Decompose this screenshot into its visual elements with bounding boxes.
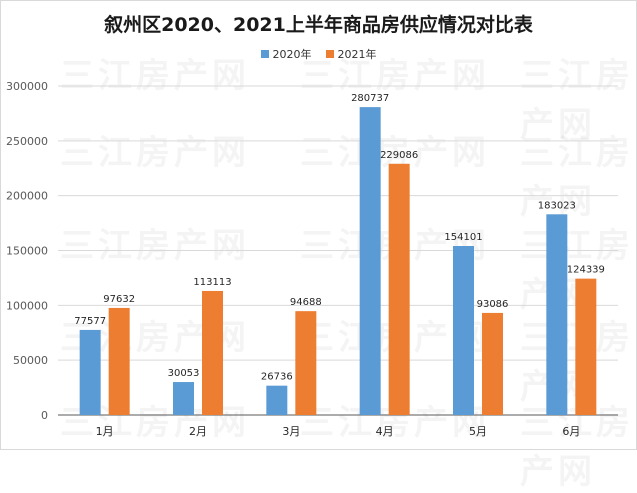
- data-label: 94688: [290, 297, 322, 308]
- bar-2020: [173, 382, 194, 415]
- y-tick-label: 200000: [6, 190, 48, 203]
- y-tick-label: 100000: [6, 299, 48, 312]
- data-label: 30053: [168, 368, 200, 379]
- bar-2020: [359, 107, 381, 415]
- legend-swatch-2020: [260, 50, 269, 58]
- data-label: 124339: [567, 265, 605, 276]
- y-tick-label: 300000: [6, 80, 48, 93]
- x-tick-label: 6月: [562, 425, 580, 438]
- data-label: 183023: [538, 200, 576, 211]
- bar-2021: [108, 307, 130, 415]
- y-tick-label: 50000: [13, 354, 48, 367]
- bar-2021: [575, 278, 597, 415]
- bar-chart: 0 50000 100000 150000 200000 250000 300000 7757…: [6, 80, 618, 438]
- legend-label-2021: 2021年: [337, 48, 377, 61]
- bar-2020: [546, 214, 568, 415]
- data-label: 154101: [444, 232, 482, 243]
- data-label: 229086: [380, 150, 418, 161]
- x-tick-label: 1月: [96, 425, 114, 438]
- chart-frame: [0, 0, 637, 450]
- legend-item-2021: 2021年: [325, 46, 377, 62]
- bar-2021: [388, 163, 410, 415]
- data-label: 113113: [193, 277, 231, 288]
- data-label: 93086: [477, 299, 509, 310]
- y-tick-label: 0: [41, 409, 48, 422]
- bar-2021: [295, 311, 317, 415]
- bar-2020: [79, 329, 101, 415]
- x-tick-label: 4月: [376, 425, 394, 438]
- x-tick-label: 3月: [282, 425, 300, 438]
- data-label: 77577: [74, 316, 106, 327]
- legend-item-2020: 2020年: [260, 46, 312, 62]
- legend-label-2020: 2020年: [272, 48, 312, 61]
- legend: 2020年 2021年: [0, 46, 637, 62]
- bar-2021: [202, 290, 223, 415]
- x-tick-label: 5月: [469, 425, 487, 438]
- chart-title: 叙州区2020、2021上半年商品房供应情况对比表: [104, 14, 533, 36]
- bar-2020: [453, 246, 474, 415]
- legend-swatch-2021: [325, 50, 334, 58]
- bar-2020: [266, 385, 288, 415]
- y-tick-label: 250000: [6, 135, 48, 148]
- data-label: 26736: [261, 372, 293, 383]
- data-label: 97632: [103, 294, 135, 305]
- bar-2021: [482, 312, 503, 415]
- y-tick-label: 150000: [6, 245, 48, 258]
- x-tick-label: 2月: [189, 425, 207, 438]
- data-label: 280737: [351, 93, 389, 104]
